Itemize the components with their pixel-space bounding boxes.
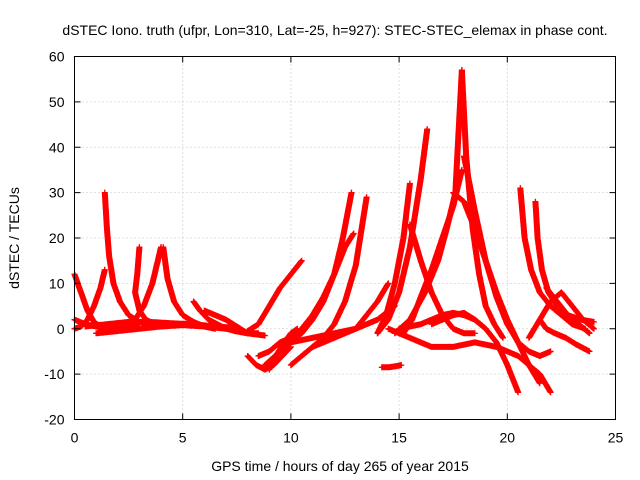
y-tick-label: 20: [49, 230, 65, 246]
x-tick-label: 10: [283, 430, 299, 446]
x-tick-label: 5: [179, 430, 187, 446]
x-axis-label: GPS time / hours of day 265 of year 2015: [211, 458, 469, 474]
data-series: [71, 67, 597, 396]
data-arc-19: [378, 362, 405, 371]
y-axis-label: dSTEC / TECUs: [6, 187, 22, 289]
data-arc-31: [517, 185, 589, 332]
x-axis: 0 5 10 15 20 25: [71, 56, 624, 446]
y-tick-label: 40: [49, 139, 65, 155]
y-tick-label: 0: [57, 321, 65, 337]
data-arc-15: [261, 189, 355, 369]
y-tick-label: 30: [49, 185, 65, 201]
data-arc-21: [374, 126, 431, 337]
y-tick-label: -10: [44, 366, 64, 382]
x-tick-label: 0: [71, 430, 79, 446]
data-arc-35: [543, 284, 593, 337]
y-axis: -20 -10 0 10 20 30 40 50 60: [44, 49, 616, 428]
y-tick-label: 50: [49, 94, 65, 110]
y-tick-label: -20: [44, 412, 64, 428]
grid: [74, 56, 616, 420]
data-arc-30: [385, 325, 554, 396]
data-arc-11: [244, 257, 305, 334]
x-tick-label: 20: [500, 430, 516, 446]
data-arc-18: [309, 280, 392, 350]
x-tick-label: 15: [391, 430, 407, 446]
y-tick-label: 60: [49, 49, 65, 65]
chart-title: dSTEC Iono. truth (ufpr, Lon=310, Lat=-2…: [62, 22, 607, 38]
x-tick-label: 25: [608, 430, 624, 446]
y-tick-label: 10: [49, 275, 65, 291]
data-arc-10: [201, 307, 251, 337]
